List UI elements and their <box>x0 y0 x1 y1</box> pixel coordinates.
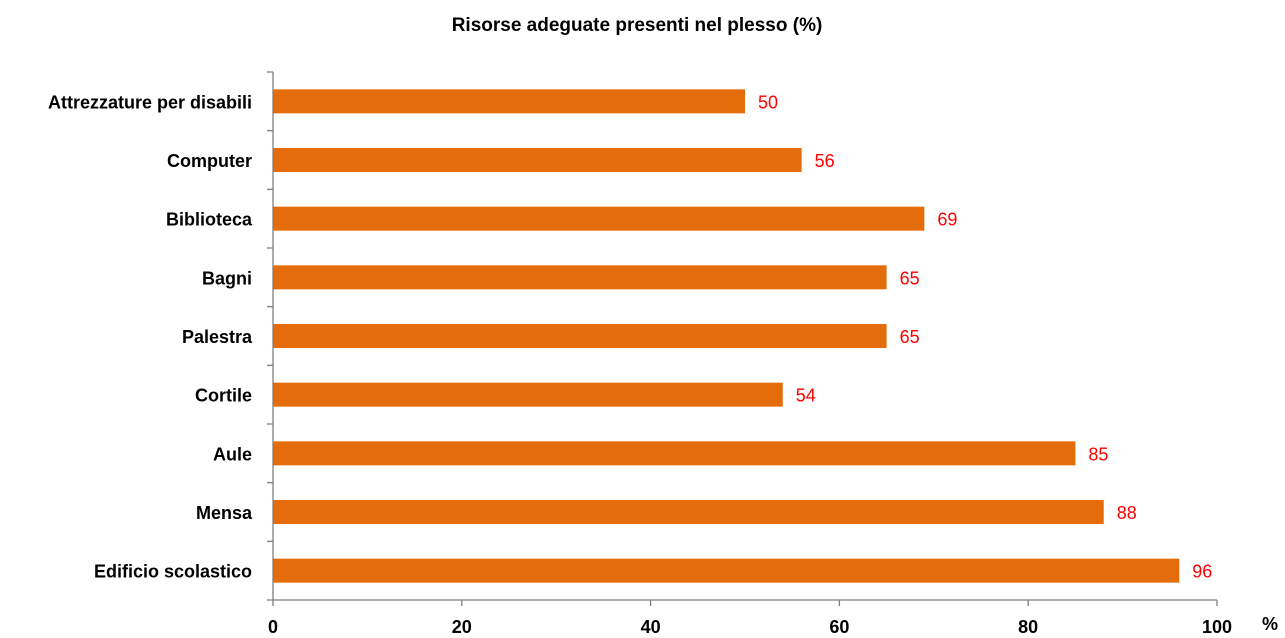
category-label: Edificio scolastico <box>94 562 252 582</box>
value-label: 65 <box>900 327 920 347</box>
value-label: 96 <box>1192 562 1212 582</box>
bar <box>273 148 802 172</box>
category-label: Cortile <box>195 386 252 406</box>
category-label: Computer <box>167 151 252 171</box>
category-label: Mensa <box>196 503 253 523</box>
value-label: 85 <box>1088 444 1108 464</box>
value-label: 88 <box>1117 503 1137 523</box>
category-labels-group: Attrezzature per disabili Computer Bibliot… <box>48 92 253 581</box>
value-label: 50 <box>758 92 778 112</box>
bar <box>273 206 925 231</box>
value-label: 56 <box>815 151 835 171</box>
bar <box>273 265 887 290</box>
category-label: Aule <box>213 444 252 464</box>
bar <box>273 558 1180 583</box>
x-tick-label: 80 <box>1018 617 1038 637</box>
x-tick-label: 0 <box>268 617 278 637</box>
bar <box>273 500 1104 524</box>
x-tick-label: 20 <box>452 617 472 637</box>
bar <box>273 441 1076 466</box>
bars-group <box>273 89 1180 583</box>
value-label: 54 <box>796 386 816 406</box>
x-tick-label: 60 <box>829 617 849 637</box>
category-label: Biblioteca <box>166 210 253 230</box>
x-axis-unit-label: % <box>1262 614 1278 634</box>
category-label: Palestra <box>182 327 253 347</box>
x-tick-labels-group: 0 20 40 60 80 100 <box>268 617 1232 637</box>
axis-ticks-group <box>267 71 1218 606</box>
bar <box>273 382 783 407</box>
value-labels-group: 50 56 69 65 65 54 85 88 96 <box>758 92 1212 581</box>
bar <box>273 324 887 348</box>
value-label: 65 <box>900 268 920 288</box>
value-label: 69 <box>937 210 957 230</box>
category-label: Bagni <box>202 268 252 288</box>
chart-title: Risorse adeguate presenti nel plesso (%) <box>452 15 823 36</box>
x-tick-label: 40 <box>641 617 661 637</box>
category-label: Attrezzature per disabili <box>48 92 252 112</box>
x-tick-label: 100 <box>1202 617 1232 637</box>
bar <box>273 89 745 114</box>
